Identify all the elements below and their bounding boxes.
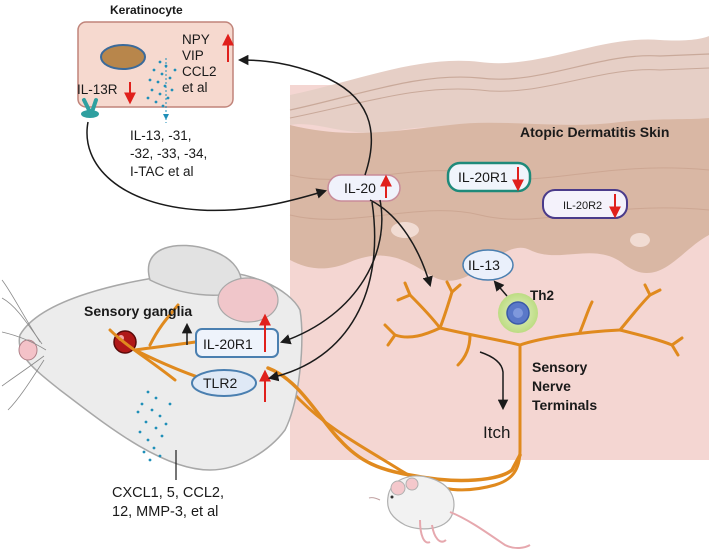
rat-secretion-dots (136, 390, 172, 462)
nucleus-icon (100, 44, 146, 70)
mediator-ccl2: CCL2 (182, 64, 217, 79)
mediator-et-al: et al (182, 80, 208, 95)
mediator-npy: NPY (182, 32, 210, 47)
il13r-label: IL-13R (77, 82, 118, 97)
ganglia-secreted-line-1: CXCL1, 5, CCL2, (112, 485, 224, 501)
stratum-corneum (290, 36, 709, 135)
mediator-vip: VIP (182, 48, 204, 63)
nerve-label-line-3: Terminals (532, 397, 597, 413)
tlr2-badge (191, 369, 257, 397)
il20r1-ganglia-label: IL-20R1 (203, 336, 253, 352)
epidermis (290, 118, 709, 281)
il20r2-badge (542, 189, 628, 219)
nerve-label-line-1: Sensory (532, 359, 587, 375)
th2-cell-icon (498, 293, 538, 333)
keratinocyte-cell (77, 21, 234, 108)
il20r1-ganglia-badge (195, 328, 279, 358)
keratinocyte-title: Keratinocyte (110, 3, 183, 17)
il13-label: IL-13 (468, 257, 500, 273)
skin-title: Atopic Dermatitis Skin (520, 124, 669, 140)
il20r2-label: IL-20R2 (563, 200, 602, 212)
receptor-icon (81, 98, 99, 118)
il13-badge (462, 249, 514, 281)
nerve-label-line-2: Nerve (532, 378, 571, 394)
keratinocyte-secreted-line-3: I-TAC et al (130, 164, 194, 179)
keratinocyte (77, 21, 234, 123)
th2-label: Th2 (530, 288, 554, 303)
flow-arrows (86, 54, 433, 382)
il20r1-skin-label: IL-20R1 (458, 169, 508, 185)
tlr2-label: TLR2 (203, 375, 237, 391)
il20-label: IL-20 (344, 180, 376, 196)
itch-label: Itch (483, 423, 510, 442)
mouse-icon (368, 475, 531, 549)
ganglia-title: Sensory ganglia (84, 303, 192, 319)
keratinocyte-secreted-line-2: -32, -33, -34, (130, 146, 207, 161)
skin-section (289, 36, 709, 460)
ganglia-secreted-line-2: 12, MMP-3, et al (112, 504, 218, 520)
keratinocyte-secreted-line-1: IL-13, -31, (130, 128, 192, 143)
il20r1-skin-badge (446, 161, 532, 193)
sensory-nerve (256, 280, 684, 492)
